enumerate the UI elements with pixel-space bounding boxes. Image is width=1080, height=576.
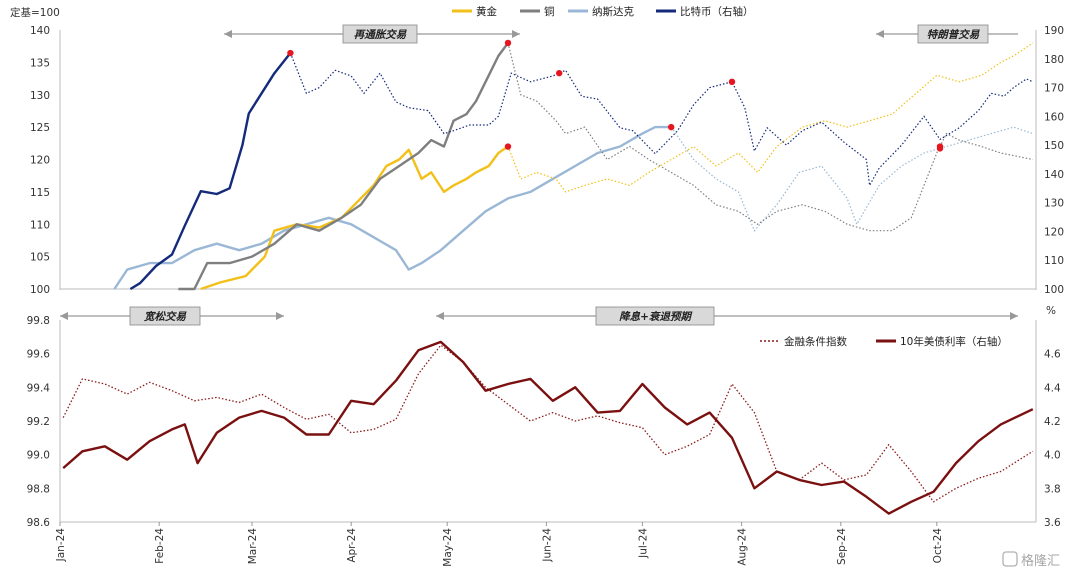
y-tick-label: 98.6 (27, 517, 51, 529)
x-tick-label: Jan-24 (55, 528, 67, 563)
series-line-nasdaq (113, 125, 672, 290)
y2-tick-label: 140 (1044, 169, 1064, 181)
y2-tick-label: 4.0 (1044, 450, 1061, 462)
x-tick-label: Jun-24 (541, 528, 553, 563)
y2-tick-label: 100 (1044, 284, 1064, 296)
y-tick-label: 110 (30, 219, 50, 231)
series-line-fci (62, 344, 1034, 503)
y2-tick-label: 130 (1044, 198, 1064, 210)
x-tick-label: Jul-24 (637, 528, 649, 559)
y2-tick-label: 160 (1044, 111, 1064, 123)
peak-marker (668, 123, 675, 131)
peak-marker (504, 143, 512, 150)
y2-tick-label: 4.2 (1044, 416, 1061, 428)
top-left-axis-title: 定基=100 (10, 6, 60, 19)
x-tick-label: May-24 (442, 528, 454, 567)
y-tick-label: 125 (30, 122, 50, 134)
annotation-box-reflation (342, 24, 418, 44)
y-tick-label: 99.4 (27, 382, 51, 394)
peak-marker (728, 78, 736, 86)
annotation-easing: 宽松交易 (143, 310, 187, 323)
annotation-cut-recession: 降息+衰退预期 (619, 310, 693, 323)
annotation-reflation: 再通胀交易 (354, 28, 408, 41)
arrowhead-left (60, 312, 68, 320)
y2-tick-label: 4.6 (1044, 349, 1061, 361)
legend-label-bitcoin: 比特币（右轴） (680, 5, 754, 18)
y-tick-label: 99.0 (27, 450, 50, 462)
arrowhead-left (224, 30, 232, 38)
series-line-gold (200, 145, 509, 291)
y-tick-label: 130 (30, 90, 50, 102)
y2-tick-label: 3.6 (1044, 517, 1061, 529)
top-legend: 黄金 铜 纳斯达克 比特币（右轴） (452, 5, 754, 18)
y-tick-label: 105 (30, 252, 50, 264)
arrowhead-left (436, 312, 444, 320)
x-tick-label: Sep-24 (836, 528, 848, 565)
peak-marker (936, 145, 944, 152)
series-line-gold-dotted (507, 42, 1034, 193)
annotation-trump: 特朗普交易 (927, 28, 981, 41)
y-tick-label: 99.2 (27, 416, 50, 428)
legend-label-10y: 10年美债利率（右轴） (900, 335, 1008, 348)
x-tick-label: Aug-24 (737, 528, 749, 566)
annotation-box-easing (129, 306, 201, 326)
y2-tick-label: 120 (1044, 226, 1064, 238)
watermark-logo-icon (1002, 551, 1018, 567)
watermark: 格隆汇 (1002, 551, 1060, 569)
series-line-bitcoin (129, 52, 292, 291)
top-annotations: 再通胀交易 特朗普交易 (224, 24, 1018, 44)
series-line-copper (178, 42, 509, 291)
bottom-series-lines (62, 340, 1034, 515)
arrowhead-right (276, 312, 284, 320)
x-tick-label: Mar-24 (247, 528, 259, 565)
legend-label-gold: 黄金 (476, 5, 497, 18)
bottom-left-tick-labels: 98.6 98.8 99.0 99.2 99.4 99.6 99.8 (27, 315, 51, 529)
top-left-tick-labels: 100 105 110 115 120 125 130 135 140 (30, 25, 50, 296)
arrowhead-left (876, 30, 884, 38)
y-tick-label: 99.8 (27, 315, 50, 327)
series-line-copper-dotted (507, 42, 1033, 232)
series-line-bitcoin-dotted (289, 52, 1034, 188)
arrowhead-right (1010, 312, 1018, 320)
x-tick-label: Feb-24 (154, 528, 166, 564)
y-tick-label: 135 (30, 57, 50, 69)
y2-tick-label: 190 (1044, 25, 1064, 37)
y2-tick-label: 180 (1044, 54, 1064, 66)
top-peak-markers (287, 39, 944, 152)
y-tick-label: 115 (30, 187, 50, 199)
y-tick-label: 140 (30, 25, 50, 37)
top-series-lines (113, 42, 1034, 291)
arrowhead-right (512, 30, 520, 38)
y2-tick-label: 170 (1044, 83, 1064, 95)
y2-tick-label: 150 (1044, 140, 1064, 152)
y2-tick-label: 4.4 (1044, 382, 1061, 394)
annotation-box-trump (917, 24, 989, 44)
legend-label-fci: 金融条件指数 (784, 335, 847, 348)
bottom-annotations: 宽松交易 降息+衰退预期 (60, 306, 1018, 326)
series-line-10y (62, 340, 1034, 515)
x-tick-label: Oct-24 (932, 528, 944, 564)
legend-label-nasdaq: 纳斯达克 (592, 5, 634, 18)
x-tick-labels: Jan-24 Feb-24 Mar-24 Apr-24 May-24 Jun-24 Jul-… (55, 522, 944, 567)
annotation-box-cut-recession (595, 306, 715, 326)
top-right-tick-labels: 100 110 120 130 140 150 160 170 180 190 (1044, 25, 1064, 296)
y-tick-label: 120 (30, 155, 50, 167)
bottom-right-axis-unit: % (1046, 305, 1056, 317)
y-tick-label: 98.8 (27, 483, 50, 495)
y-tick-label: 100 (30, 284, 50, 296)
bottom-right-tick-labels: 3.6 3.8 4.0 4.2 4.4 4.6 (1044, 349, 1061, 529)
y-tick-label: 99.6 (27, 349, 51, 361)
x-tick-label: Apr-24 (346, 528, 358, 563)
y2-tick-label: 3.8 (1044, 483, 1061, 495)
peak-marker (556, 69, 563, 77)
legend-label-copper: 铜 (544, 6, 555, 18)
peak-marker (504, 39, 512, 47)
watermark-text: 格隆汇 (1021, 553, 1060, 569)
series-line-nasdaq-dotted (670, 126, 1033, 232)
bottom-legend: 金融条件指数 10年美债利率（右轴） (760, 335, 1008, 348)
peak-marker (287, 49, 294, 57)
y2-tick-label: 110 (1044, 255, 1064, 267)
